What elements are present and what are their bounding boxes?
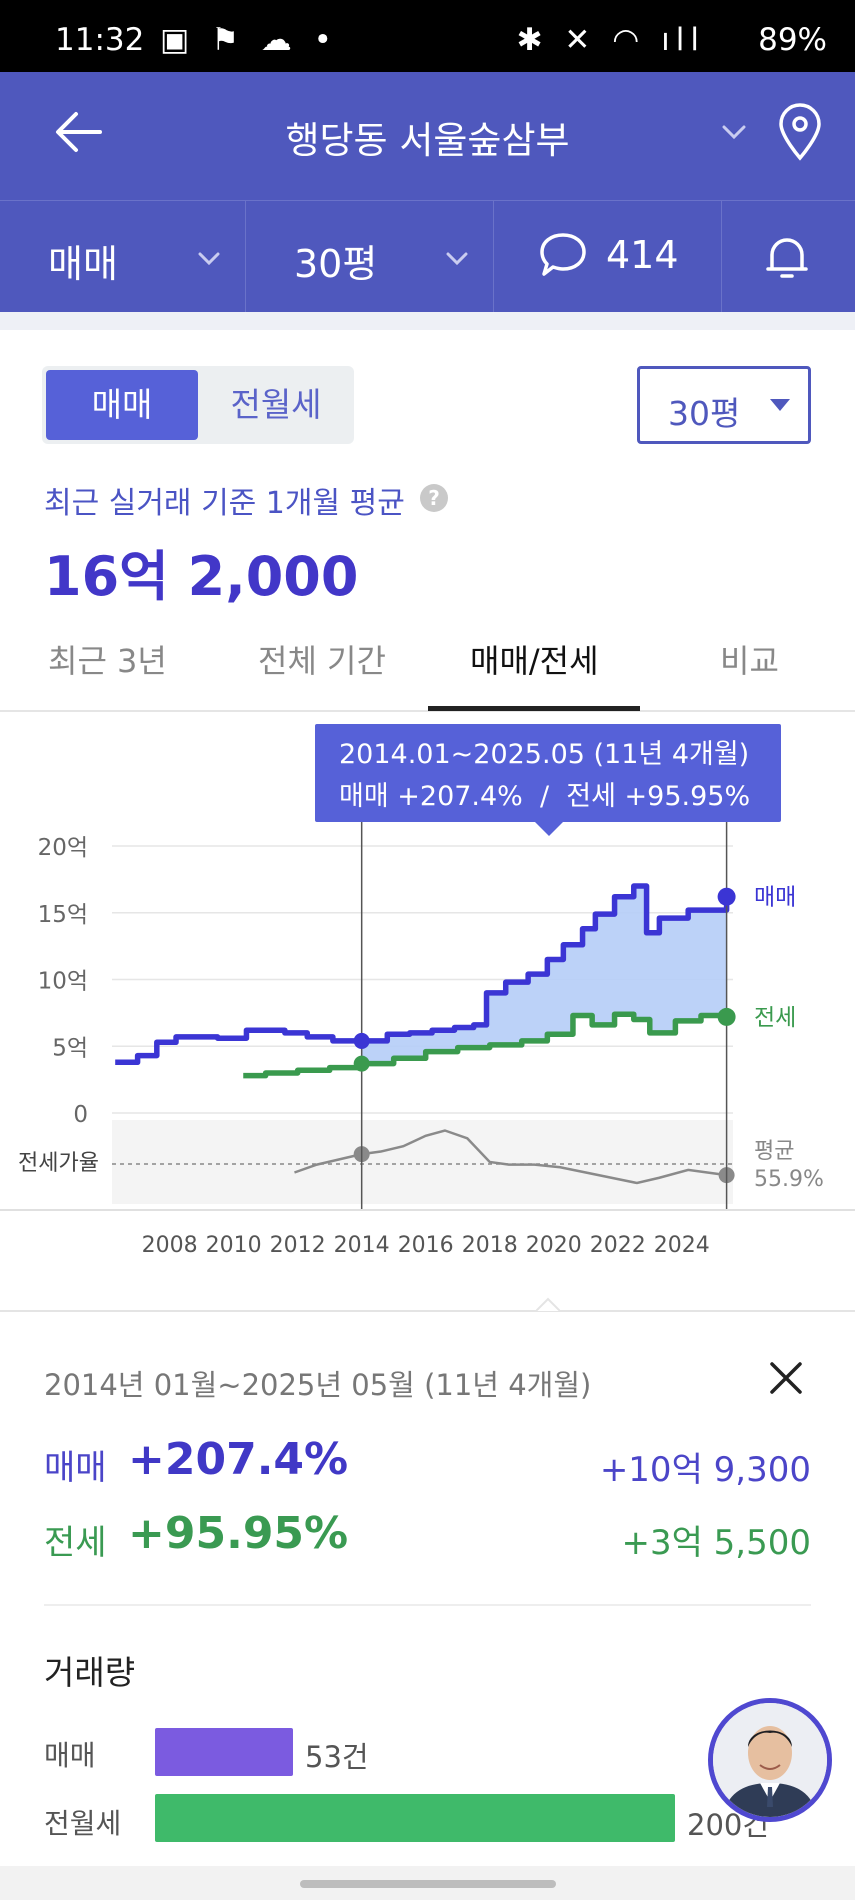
- y-tick-label: 0: [73, 1102, 88, 1128]
- sale-end-label: 매매: [754, 885, 796, 911]
- size-filter[interactable]: 30평: [246, 201, 494, 313]
- range-tooltip: 2014.01~2025.05 (11년 4개월) 매매 +207.4% / 전…: [315, 724, 781, 836]
- y-tick-label: 10억: [38, 969, 88, 995]
- jeonse-change-amount: +3억 5,500: [621, 1523, 811, 1563]
- x-tick-label: 2012: [270, 1233, 326, 1258]
- x-tick-label: 2022: [590, 1233, 646, 1258]
- size-select-label: 30평: [668, 394, 741, 433]
- series-line-0: [115, 883, 730, 1066]
- bell-icon: [766, 238, 808, 278]
- y-tick-label: 20억: [38, 835, 88, 861]
- x-tick-label: 2018: [462, 1233, 518, 1258]
- x-tick-label: 2016: [398, 1233, 454, 1258]
- volume-sale-count: 53건: [305, 1740, 369, 1774]
- chevron-down-icon[interactable]: [716, 114, 752, 150]
- filter-bar: 매매 30평 414: [0, 200, 855, 313]
- system-icons: ✱ ✕ ◠ ıll: [516, 22, 705, 58]
- tooltip-change: 매매 +207.4% / 전세 +95.95%: [339, 781, 751, 812]
- tooltip-period: 2014.01~2025.05 (11년 4개월): [339, 739, 750, 770]
- section-divider: [0, 1310, 855, 1312]
- help-icon[interactable]: ?: [420, 484, 448, 512]
- jeonse-end-label: 전세: [754, 1005, 796, 1031]
- app-bar: 행당동 서울숲삼부: [0, 72, 855, 200]
- home-gesture-pill[interactable]: [300, 1880, 556, 1888]
- average-value: 55.9%: [754, 1167, 824, 1192]
- price-subtitle: 최근 실거래 기준 1개월 평균: [44, 486, 405, 521]
- volume-title: 거래량: [44, 1653, 136, 1692]
- x-tick-label: 2024: [654, 1233, 710, 1258]
- trade-toggle: 매매 전월세: [42, 366, 354, 444]
- complex-title[interactable]: 행당동 서울숲삼부: [285, 119, 570, 162]
- tab-compare[interactable]: 비교: [720, 642, 779, 680]
- sale-end-marker: [717, 887, 736, 906]
- agent-avatar[interactable]: [708, 1698, 832, 1822]
- average-price: 16억 2,000: [44, 545, 359, 608]
- jeonse-change-pct: +95.95%: [128, 1508, 349, 1559]
- volume-sale-label: 매매: [44, 1739, 96, 1772]
- tab-all-period[interactable]: 전체 기간: [258, 642, 386, 680]
- volume-sale-bar: [155, 1728, 293, 1776]
- chevron-down-icon: [446, 252, 468, 266]
- panel-period: 2014년 01월~2025년 05월 (11년 4개월): [44, 1368, 592, 1402]
- comment-count: 414: [606, 233, 679, 277]
- x-tick-label: 2008: [142, 1233, 198, 1258]
- sale-label: 매매: [44, 1448, 107, 1488]
- tab-recent-3y[interactable]: 최근 3년: [48, 642, 167, 680]
- series-line-1: [243, 1011, 730, 1079]
- toggle-sale[interactable]: 매매: [46, 370, 198, 440]
- jeonse-label: 전세: [44, 1523, 107, 1563]
- chevron-down-icon: [198, 252, 220, 266]
- panel-caret-icon: [536, 1297, 560, 1311]
- trade-type-filter[interactable]: 매매: [0, 201, 246, 313]
- ratio-label: 전세가율: [18, 1151, 99, 1176]
- ratio-band: [112, 1120, 733, 1204]
- status-time: 11:32: [55, 22, 145, 58]
- divider-band: [0, 312, 855, 330]
- jeonse-end-marker: [717, 1007, 736, 1026]
- tab-sale-jeonse[interactable]: 매매/전세: [470, 642, 599, 680]
- tooltip-arrow: [535, 822, 563, 836]
- agent-avatar-image: [713, 1703, 827, 1817]
- volume-rent-label: 전월세: [44, 1807, 122, 1840]
- comments-button[interactable]: 414: [494, 201, 722, 313]
- battery-level: 89%: [758, 22, 827, 58]
- volume-rent-bar: [155, 1794, 675, 1842]
- caret-down-icon: [770, 399, 790, 411]
- chart-tabs: 최근 3년 전체 기간 매매/전세 비교: [0, 626, 855, 712]
- x-tick-label: 2020: [526, 1233, 582, 1258]
- size-filter-label: 30평: [294, 242, 378, 286]
- size-select[interactable]: 30평: [637, 366, 811, 444]
- trade-type-label: 매매: [48, 242, 118, 286]
- system-nav-bar: [0, 1866, 855, 1900]
- x-tick-label: 2010: [206, 1233, 262, 1258]
- jeonse-start-marker: [353, 1055, 370, 1072]
- status-bar: 11:32 ▣ ⚑ ☁ • ✱ ✕ ◠ ıll 89%: [0, 0, 855, 72]
- panel-divider: [44, 1604, 811, 1606]
- x-tick-label: 2014: [334, 1233, 390, 1258]
- back-arrow-icon[interactable]: [50, 102, 110, 162]
- sale-start-marker: [353, 1032, 370, 1049]
- toggle-rent[interactable]: 전월세: [230, 385, 322, 424]
- notification-icons: ▣ ⚑ ☁ •: [160, 22, 338, 58]
- sale-change-amount: +10억 9,300: [599, 1450, 811, 1490]
- active-tab-indicator: [428, 706, 640, 711]
- alert-button[interactable]: [722, 201, 855, 313]
- chat-bubble-icon: [540, 233, 586, 276]
- average-label: 평균: [754, 1139, 794, 1164]
- close-icon[interactable]: [766, 1358, 806, 1398]
- y-tick-label: 5억: [52, 1035, 88, 1061]
- map-pin-icon[interactable]: [775, 102, 825, 162]
- sale-change-pct: +207.4%: [128, 1434, 349, 1485]
- y-tick-label: 15억: [38, 902, 88, 928]
